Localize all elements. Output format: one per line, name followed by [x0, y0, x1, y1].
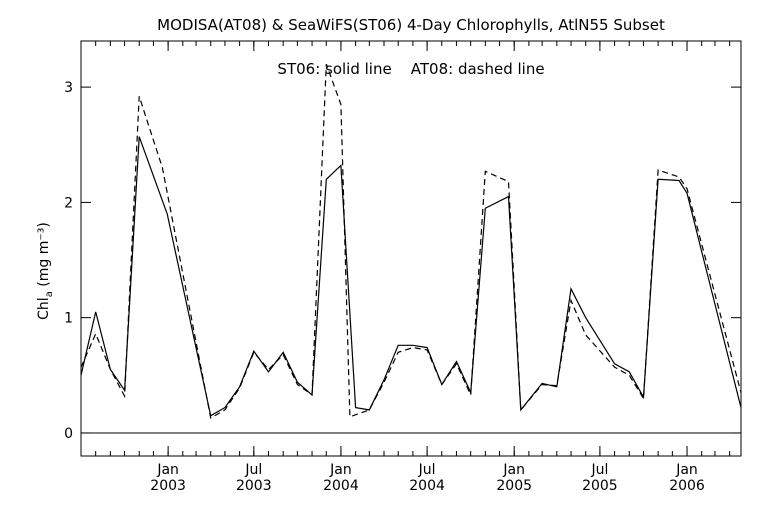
x-tick-month-label: Jan: [675, 462, 698, 478]
y-tick-label: 3: [64, 80, 73, 96]
y-axis-label-main: Chl: [36, 297, 52, 320]
plot-frame: [80, 40, 742, 457]
x-tick-year-label: 2005: [582, 478, 618, 494]
x-tick-year-label: 2004: [409, 478, 445, 494]
x-tick-month-label: Jul: [244, 462, 262, 478]
chart-title: MODISA(AT08) & SeaWiFS(ST06) 4-Day Chlor…: [157, 16, 665, 34]
x-tick-year-label: 2003: [150, 478, 186, 494]
x-tick-year-label: 2005: [496, 478, 532, 494]
y-axis-label-units: (mg m⁻³): [36, 222, 52, 291]
legend-text: ST06: solid line AT08: dashed line: [277, 60, 544, 78]
series-line-st06: [80, 136, 742, 417]
y-tick-label: 2: [64, 195, 73, 211]
series-line-at08: [80, 63, 742, 419]
x-tick-year-label: 2006: [669, 478, 705, 494]
x-tick-month-label: Jan: [156, 462, 179, 478]
y-axis-label-sub: a: [44, 291, 55, 297]
y-axis-label: Chla (mg m⁻³): [36, 222, 55, 320]
series-lines: [80, 63, 742, 419]
y-tick-label: 1: [64, 311, 73, 327]
x-tick-year-label: 2004: [323, 478, 359, 494]
x-tick-month-label: Jan: [502, 462, 525, 478]
y-axis-ticks: 0 1 2 3: [64, 80, 741, 442]
x-tick-year-label: 2003: [236, 478, 272, 494]
x-tick-month-label: Jan: [329, 462, 352, 478]
y-tick-label: 0: [64, 426, 73, 442]
x-tick-month-label: Jul: [590, 462, 608, 478]
x-tick-month-label: Jul: [418, 462, 436, 478]
x-axis-ticks: Jan2003Jul2003Jan2004Jul2004Jan2005Jul20…: [95, 41, 731, 494]
